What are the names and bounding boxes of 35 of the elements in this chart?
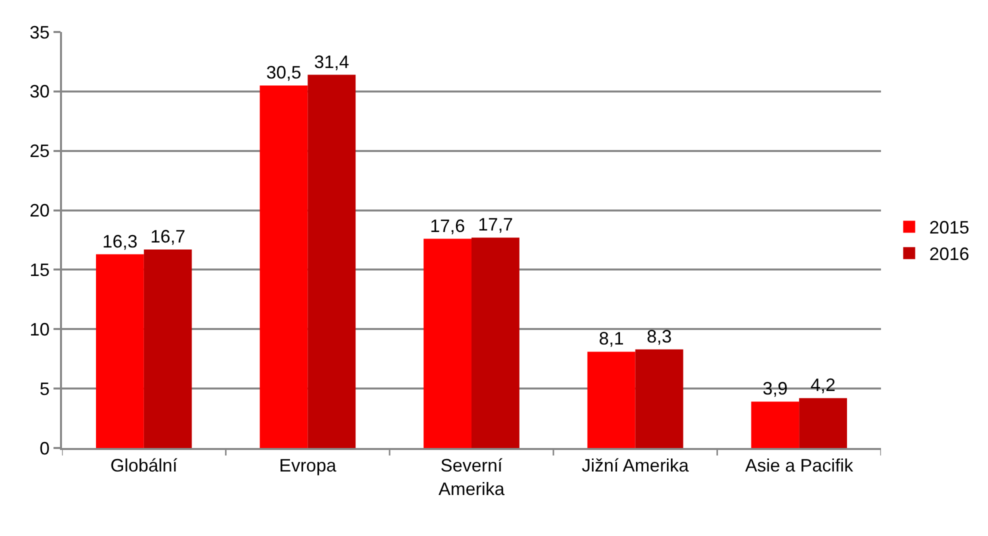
data-label: 8,1	[598, 328, 624, 349]
bar	[472, 238, 520, 448]
bar	[96, 254, 144, 448]
data-label: 8,3	[646, 326, 672, 346]
y-tick-label: 20	[30, 200, 50, 221]
y-tick-label: 5	[40, 378, 50, 399]
x-tick-label: Evropa	[279, 455, 338, 476]
legend-label: 2016	[929, 244, 970, 264]
y-tick-label: 0	[40, 438, 50, 458]
bar	[799, 398, 848, 448]
data-label: 16,7	[150, 226, 186, 247]
data-label: 17,7	[478, 214, 513, 235]
bar	[144, 250, 192, 448]
y-tick-label: 35	[30, 22, 50, 42]
data-label: 4,2	[810, 375, 836, 396]
bar	[635, 349, 684, 448]
data-label: 30,5	[266, 62, 302, 82]
bar	[260, 85, 308, 448]
x-tick-label: Severní Amerika	[438, 455, 506, 499]
legend-label: 2015	[929, 218, 970, 238]
x-tick-label: Globální	[110, 455, 178, 476]
y-tick-label: 30	[30, 82, 50, 102]
bar	[424, 238, 472, 448]
x-tick-label: Asie a Pacifik	[745, 455, 854, 476]
bar	[751, 402, 800, 448]
data-label: 16,3	[102, 231, 138, 252]
data-label: 3,9	[762, 378, 788, 399]
data-label: 31,4	[314, 52, 350, 72]
bar	[308, 74, 356, 448]
bar	[587, 352, 636, 448]
y-tick-label: 25	[30, 141, 50, 162]
x-tick-label: Jižní Amerika	[582, 455, 690, 476]
y-tick-label: 15	[30, 260, 50, 280]
y-tick-label: 10	[30, 319, 50, 340]
data-label: 17,6	[430, 216, 466, 236]
